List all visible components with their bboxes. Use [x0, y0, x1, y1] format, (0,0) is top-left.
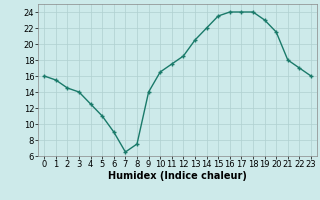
X-axis label: Humidex (Indice chaleur): Humidex (Indice chaleur) — [108, 171, 247, 181]
